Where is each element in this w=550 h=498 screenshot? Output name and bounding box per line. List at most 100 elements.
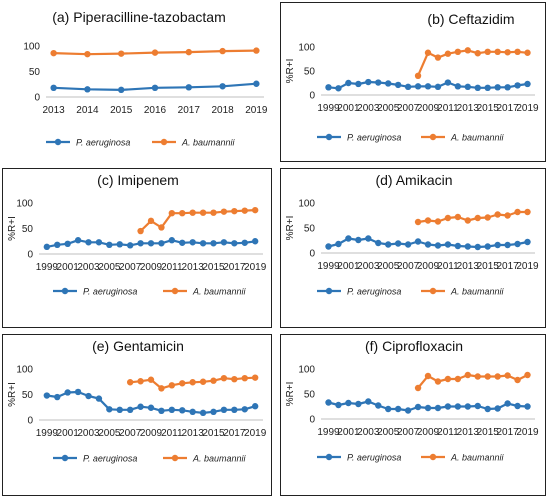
x-tick-label: 2005 xyxy=(98,262,121,273)
x-tick-label: 2017 xyxy=(496,103,519,114)
data-point xyxy=(434,218,442,225)
data-point xyxy=(158,385,165,392)
data-point xyxy=(375,239,382,247)
data-point xyxy=(424,241,432,248)
x-tick-label: 2007 xyxy=(397,103,420,114)
data-point xyxy=(444,375,452,383)
data-point xyxy=(494,211,501,218)
x-tick-label: 2019 xyxy=(245,105,268,116)
panel-ciprofloxacin: (f) Ciprofloxacin %R+I 0 50 100 1999 2001 2003 2… xyxy=(280,334,546,496)
data-point xyxy=(414,403,422,411)
x-tick-label: 2001 xyxy=(57,262,80,273)
data-point xyxy=(199,240,207,247)
data-point xyxy=(474,243,481,251)
data-point xyxy=(434,242,442,249)
data-point xyxy=(524,403,531,410)
data-point xyxy=(345,235,352,242)
data-point xyxy=(335,240,342,248)
data-point xyxy=(231,207,238,215)
data-point xyxy=(158,407,165,415)
data-point xyxy=(43,243,51,251)
data-point xyxy=(241,207,248,214)
x-tick-label: 2001 xyxy=(57,428,80,439)
legend-marker xyxy=(429,133,437,141)
x-tick-label: 2017 xyxy=(178,105,201,116)
data-point xyxy=(151,84,159,92)
data-point xyxy=(504,241,511,249)
data-point xyxy=(484,214,491,221)
data-point xyxy=(116,241,123,248)
legend-entry: A. baumannii xyxy=(192,287,247,297)
chart-title: (b) Ceftazidim xyxy=(427,11,514,27)
data-point xyxy=(464,217,472,224)
data-point xyxy=(514,48,521,55)
legend-marker xyxy=(429,453,437,461)
x-tick-label: 2011 xyxy=(161,262,183,273)
data-point xyxy=(414,238,422,245)
legend-entry: A. baumannii xyxy=(181,138,236,148)
data-point xyxy=(231,406,238,413)
data-point xyxy=(54,241,61,249)
data-point xyxy=(85,239,92,246)
data-point xyxy=(474,50,481,57)
x-tick-label: 1999 xyxy=(36,428,59,439)
y-tick-label: 100 xyxy=(298,43,315,54)
data-point xyxy=(414,384,422,392)
data-point xyxy=(126,406,134,413)
x-tick-label: 1999 xyxy=(36,262,59,273)
y-tick-label: 50 xyxy=(22,390,34,401)
data-point xyxy=(106,406,113,413)
legend-marker xyxy=(54,138,62,146)
chart-title: (d) Amikacin xyxy=(375,172,452,188)
data-point xyxy=(189,379,196,386)
data-point xyxy=(106,241,113,249)
x-tick-label: 2009 xyxy=(417,427,440,438)
x-tick-label: 2001 xyxy=(337,103,360,114)
data-point xyxy=(241,374,248,382)
y-tick-label: 50 xyxy=(22,224,34,235)
x-tick-label: 2011 xyxy=(437,427,459,438)
data-point xyxy=(404,407,412,414)
data-point xyxy=(168,237,176,244)
data-point xyxy=(434,404,442,412)
data-point xyxy=(210,408,217,416)
data-point xyxy=(210,240,217,247)
x-tick-label: 2007 xyxy=(119,428,142,439)
y-axis-label: %R+I xyxy=(285,59,296,84)
x-tick-label: 2007 xyxy=(119,262,142,273)
data-point xyxy=(210,377,217,384)
data-point xyxy=(484,405,491,413)
series-line-a-baumannii xyxy=(416,49,528,77)
data-point xyxy=(147,404,155,411)
data-point xyxy=(158,224,165,231)
legend-marker xyxy=(325,133,333,141)
data-point xyxy=(185,48,192,56)
data-point xyxy=(335,401,342,409)
data-point xyxy=(484,243,491,250)
data-point xyxy=(253,47,260,54)
series-line-a-baumannii xyxy=(139,209,256,232)
y-tick-label: 0 xyxy=(34,93,40,104)
data-point xyxy=(494,84,501,91)
data-point xyxy=(494,373,501,380)
data-point xyxy=(454,48,462,55)
data-point xyxy=(504,372,511,379)
data-point xyxy=(231,376,238,383)
legend-marker xyxy=(61,287,69,295)
data-point xyxy=(444,50,452,57)
x-tick-label: 2013 xyxy=(457,261,480,272)
data-point xyxy=(220,406,228,413)
x-tick-label: 2003 xyxy=(357,427,380,438)
data-point xyxy=(464,83,472,91)
legend-entry: P. aeruginosa xyxy=(83,454,137,464)
panel-ceftazidim: (b) Ceftazidim %R+I 0 50 100 1999 2001 2003 2005… xyxy=(280,2,546,162)
data-point xyxy=(220,239,228,246)
data-point xyxy=(95,395,103,402)
x-tick-label: 2015 xyxy=(110,105,133,116)
data-point xyxy=(524,371,531,379)
data-point xyxy=(514,82,521,89)
series-line-a-baumannii xyxy=(417,373,528,389)
data-point xyxy=(137,403,144,410)
data-point xyxy=(444,79,452,86)
data-point xyxy=(64,240,71,247)
